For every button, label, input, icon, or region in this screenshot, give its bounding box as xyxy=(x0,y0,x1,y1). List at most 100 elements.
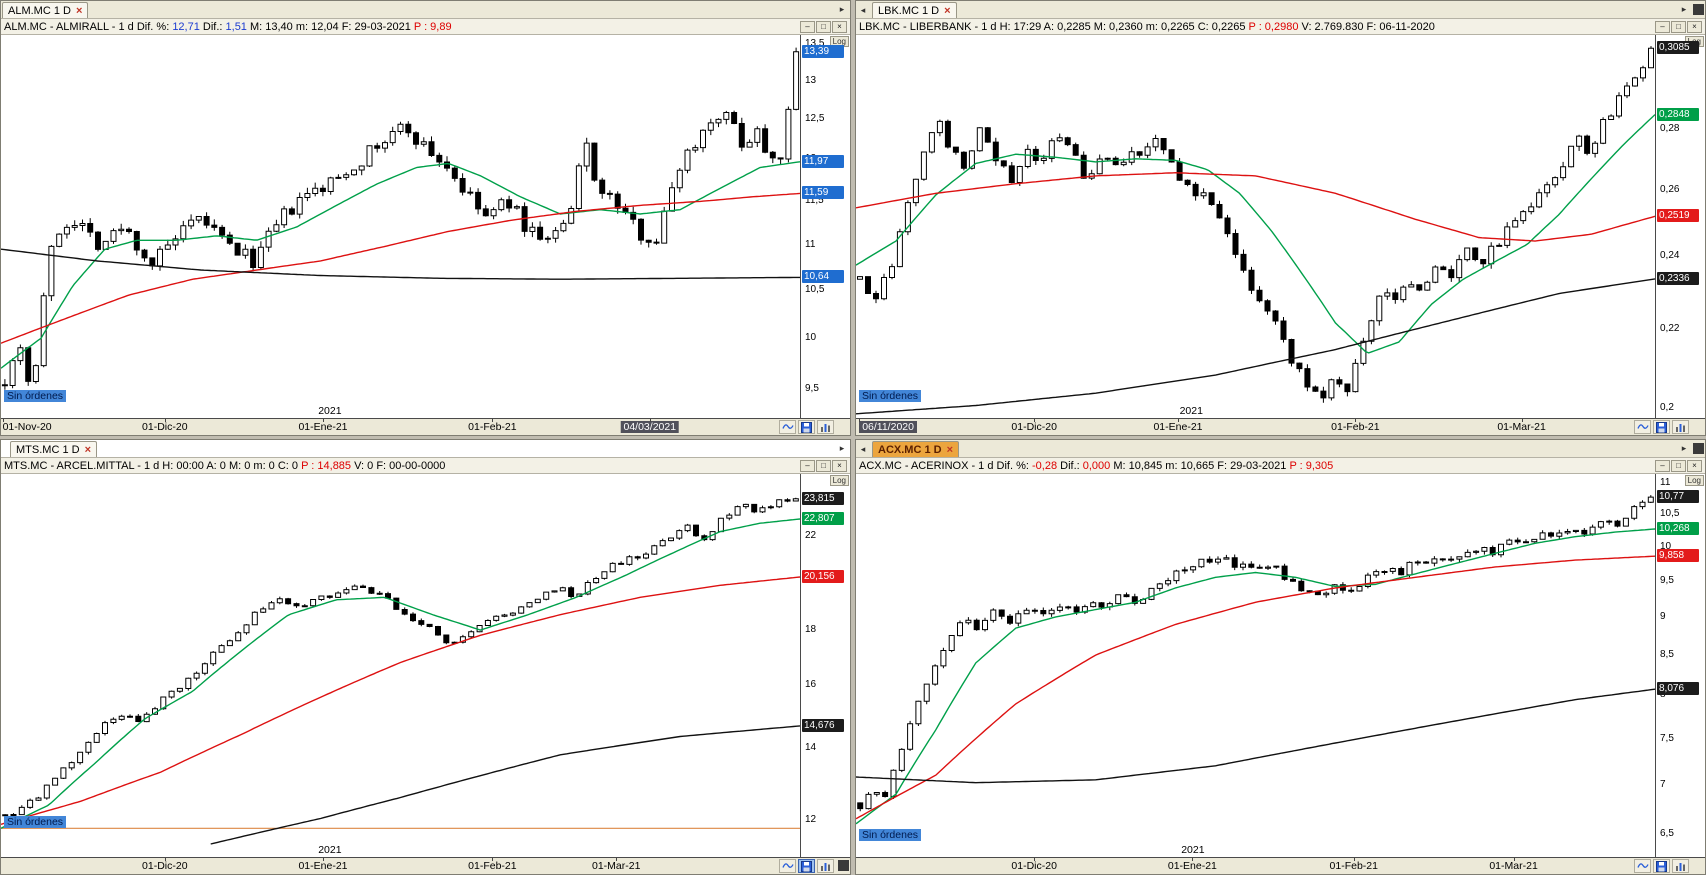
chart-type-icon[interactable] xyxy=(1672,420,1689,434)
price-tick-label: 10 xyxy=(805,332,817,344)
tab-close-icon[interactable]: × xyxy=(944,4,951,17)
instrument-info-bar: MTS.MC - ARCEL.MITTAL - 1 d H: 00:00 A: … xyxy=(1,458,850,474)
date-label: 01-Dic-20 xyxy=(142,860,188,872)
price-tick-label: 0,22 xyxy=(1660,322,1680,334)
instrument-info: ACX.MC - ACERINOX - 1 d Dif. %: -0,28 Di… xyxy=(859,460,1651,472)
tab-strip-right: ▸ xyxy=(1677,2,1705,17)
price-plot[interactable]: 2021 Sin órdenes xyxy=(856,35,1655,418)
price-tick-label: 0,28 xyxy=(1660,122,1680,134)
log-scale-button[interactable]: Log xyxy=(1684,475,1704,486)
save-chart-icon[interactable] xyxy=(798,420,815,434)
date-tick xyxy=(2,419,4,422)
date-label: 01-Ene-21 xyxy=(1153,421,1203,433)
instrument-info-bar: ALM.MC - ALMIRALL - 1 d Dif. %: 12,71 Di… xyxy=(1,19,850,35)
tab-scroll-right-icon[interactable]: ▸ xyxy=(835,441,849,455)
date-label: 01-Feb-21 xyxy=(1329,860,1378,872)
date-tick xyxy=(1034,419,1036,422)
chart-tab[interactable]: LBK.MC 1 D × xyxy=(872,2,957,18)
indicator-wave-icon[interactable] xyxy=(779,859,796,873)
price-tick-label: 9 xyxy=(1660,610,1666,622)
time-axis[interactable]: 01-Dic-20 01-Ene-21 01-Feb-21 01-Mar-21 xyxy=(856,857,1705,874)
price-tick-label: 6,5 xyxy=(1660,828,1674,840)
date-tick xyxy=(322,419,324,422)
tab-scroll-right-icon[interactable]: ▸ xyxy=(1677,2,1691,16)
tab-close-icon[interactable]: × xyxy=(75,4,83,17)
year-label: 2021 xyxy=(1179,405,1203,417)
price-tick-label: 22 xyxy=(805,529,817,541)
indicator-wave-icon[interactable] xyxy=(1634,859,1651,873)
close-button[interactable]: × xyxy=(1687,459,1702,472)
price-plot[interactable]: 2021 Sin órdenes xyxy=(856,474,1655,857)
chart-type-icon[interactable] xyxy=(817,859,834,873)
date-tick xyxy=(322,858,324,861)
price-marker: 11,97 xyxy=(802,154,844,168)
save-chart-icon[interactable] xyxy=(1653,420,1670,434)
no-orders-badge: Sin órdenes xyxy=(4,816,67,829)
chart-tab[interactable]: MTS.MC 1 D × xyxy=(10,441,97,457)
date-label: 01-Ene-21 xyxy=(298,421,348,433)
price-axis[interactable]: Log 22 18 16 14 12 23,815 22,807 20,156 14,676 xyxy=(800,474,850,857)
price-tick-label: 12 xyxy=(805,814,817,826)
info-segment: Dif. %: xyxy=(996,459,1032,472)
price-marker: 22,807 xyxy=(802,511,844,525)
price-marker: 0,3085 xyxy=(1657,41,1699,55)
price-axis[interactable]: Log 1110,5109,598,587,576,510,7710,2689,… xyxy=(1655,474,1705,857)
tab-scroll-left-icon[interactable]: ◂ xyxy=(856,3,870,17)
chart-row: 2021 Sin órdenes Log 1110,5109,598,587,5… xyxy=(856,474,1705,857)
date-label: 01-Ene-21 xyxy=(298,860,348,872)
date-tick xyxy=(164,858,166,861)
price-axis[interactable]: Log 0,280,260,240,220,20,30850,28480,251… xyxy=(1655,35,1705,418)
close-button[interactable]: × xyxy=(832,459,847,472)
price-marker: 10,77 xyxy=(1657,490,1699,504)
date-label: 01-Mar-21 xyxy=(1489,860,1538,872)
date-tick xyxy=(1034,858,1036,861)
minimize-button[interactable]: – xyxy=(1655,459,1670,472)
indicator-wave-icon[interactable] xyxy=(1634,420,1651,434)
price-marker: 0,2519 xyxy=(1657,209,1699,223)
price-axis[interactable]: Log 13,51312,51211,51110,5109,513,3911,9… xyxy=(800,35,850,418)
price-tick-label: 13 xyxy=(805,74,817,86)
tab-scroll-right-icon[interactable]: ▸ xyxy=(835,2,849,16)
resize-grip-icon[interactable] xyxy=(838,860,849,871)
save-chart-icon[interactable] xyxy=(1653,859,1670,873)
chart-toolbar xyxy=(779,859,834,873)
chart-toolbar xyxy=(1634,859,1689,873)
close-button[interactable]: × xyxy=(1687,20,1702,33)
date-tick xyxy=(616,858,618,861)
price-plot[interactable]: 2021 Sin órdenes xyxy=(1,35,800,418)
log-scale-button[interactable]: Log xyxy=(829,475,849,486)
minimize-button[interactable]: – xyxy=(800,459,815,472)
save-chart-icon[interactable] xyxy=(798,859,815,873)
instrument-info-bar: ACX.MC - ACERINOX - 1 d Dif. %: -0,28 Di… xyxy=(856,458,1705,474)
time-axis[interactable]: 01-Dic-20 01-Ene-21 01-Feb-21 01-Mar-21 xyxy=(1,857,850,874)
tab-close-icon[interactable]: × xyxy=(946,443,953,456)
panel-corner-icon[interactable] xyxy=(1693,443,1704,454)
minimize-button[interactable]: – xyxy=(1655,20,1670,33)
chart-tab[interactable]: ACX.MC 1 D × xyxy=(872,441,959,457)
price-plot[interactable]: 2021 Sin órdenes xyxy=(1,474,800,857)
date-label: 01-Feb-21 xyxy=(468,421,517,433)
price-tick-label: 8,5 xyxy=(1660,649,1674,661)
restore-button[interactable]: □ xyxy=(816,459,831,472)
time-axis[interactable]: 06/11/2020 01-Dic-20 01-Ene-21 01-Feb-21 01-… xyxy=(856,418,1705,435)
close-button[interactable]: × xyxy=(832,20,847,33)
chart-row: 2021 Sin órdenes Log 13,51312,51211,5111… xyxy=(1,35,850,418)
price-tick-label: 11 xyxy=(1660,477,1671,489)
restore-button[interactable]: □ xyxy=(1671,459,1686,472)
tab-close-icon[interactable]: × xyxy=(84,443,91,456)
restore-button[interactable]: □ xyxy=(1671,20,1686,33)
chart-type-icon[interactable] xyxy=(817,420,834,434)
chart-type-icon[interactable] xyxy=(1672,859,1689,873)
price-tick-label: 9,5 xyxy=(805,382,819,394)
indicator-wave-icon[interactable] xyxy=(779,420,796,434)
panel-corner-icon[interactable] xyxy=(1693,4,1704,15)
tab-scroll-left-icon[interactable]: ◂ xyxy=(856,442,870,456)
time-axis[interactable]: 01-Nov-20 01-Dic-20 01-Ene-21 01-Feb-21 04/0… xyxy=(1,418,850,435)
minimize-button[interactable]: – xyxy=(800,20,815,33)
date-tick xyxy=(1513,858,1515,861)
tab-scroll-right-icon[interactable]: ▸ xyxy=(1677,441,1691,455)
price-tick-label: 11,5 xyxy=(805,195,824,207)
restore-button[interactable]: □ xyxy=(816,20,831,33)
chart-tab[interactable]: ALM.MC 1 D × xyxy=(2,2,89,18)
info-segment: 1,51 xyxy=(225,20,247,33)
